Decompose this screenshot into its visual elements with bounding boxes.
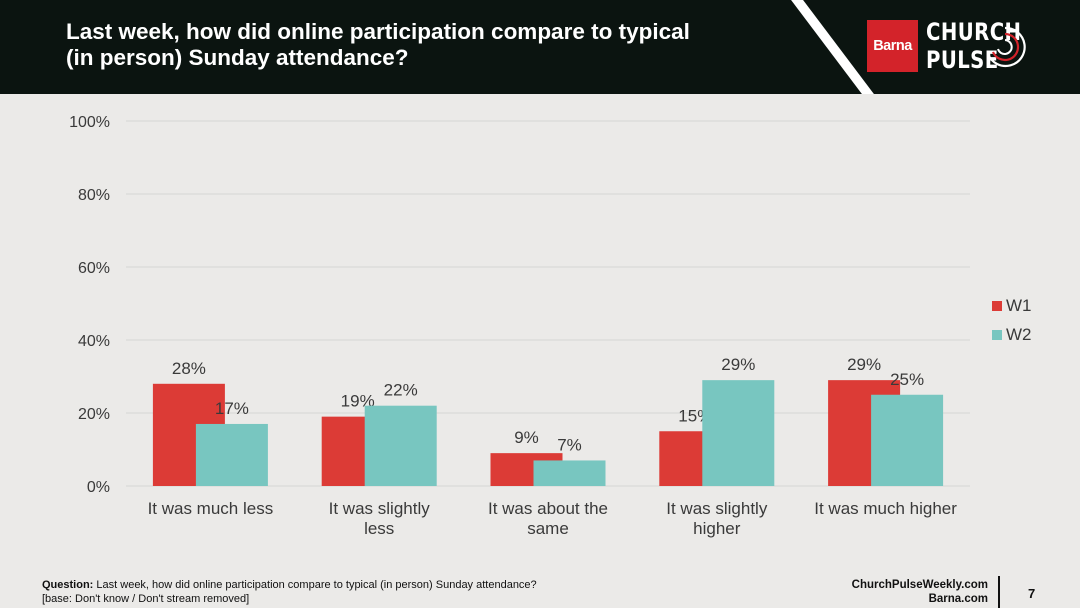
x-tick-label: It was slightly less [329, 499, 431, 538]
y-tick-label: 80% [78, 187, 110, 204]
footer-divider [998, 576, 1000, 608]
y-tick-label: 40% [78, 333, 110, 350]
data-label: 9% [514, 428, 539, 447]
data-label: 29% [847, 355, 881, 374]
link-barna[interactable]: Barna.com [928, 593, 988, 605]
x-tick-label: It was much less [148, 499, 274, 518]
legend-label-w2: W2 [1006, 325, 1032, 344]
data-label: 22% [384, 381, 418, 400]
legend-swatch-w2 [992, 330, 1002, 340]
legend-swatch-w1 [992, 301, 1002, 311]
data-label: 7% [557, 435, 582, 454]
footer: Question: Last week, how did online part… [0, 570, 1080, 608]
page-number: 7 [1028, 586, 1036, 601]
data-label: 28% [172, 359, 206, 378]
link-churchpulseweekly[interactable]: ChurchPulseWeekly.com [851, 579, 988, 591]
question-note: Question: Last week, how did online part… [42, 578, 537, 606]
bar-w2 [533, 460, 606, 486]
footer-links: ChurchPulseWeekly.com Barna.com [852, 578, 988, 606]
bar-w2 [195, 423, 268, 486]
y-tick-label: 0% [87, 479, 110, 496]
barna-logo: Barna [867, 20, 918, 72]
data-label: 29% [721, 355, 755, 374]
x-tick-label: It was slightly higher [666, 499, 768, 538]
bar-w2 [871, 394, 944, 486]
church-pulse-logo-line2: PULSE [926, 46, 999, 74]
page-title: Last week, how did online participation … [66, 19, 690, 70]
data-label: 25% [890, 370, 924, 389]
y-tick-label: 20% [78, 406, 110, 423]
bar-chart: 0% 20% 40% 60% 80% 100% 28% 17% It was much less… [69, 114, 1032, 538]
x-tick-label: It was much higher [814, 499, 957, 518]
y-tick-label: 100% [69, 114, 110, 131]
question-text: Last week, how did online participation … [96, 579, 537, 591]
pulse-swirl-icon [986, 26, 1026, 68]
chart-area: 0% 20% 40% 60% 80% 100% 28% 17% It was much less… [0, 100, 1080, 570]
y-tick-label: 60% [78, 260, 110, 277]
legend-label-w1: W1 [1006, 296, 1032, 315]
x-tick-label: It was about the same [488, 499, 608, 538]
bar-w2 [702, 380, 775, 486]
header-banner: Last week, how did online participation … [0, 0, 1080, 94]
base-note: [base: Don't know / Don't stream removed… [42, 593, 250, 605]
question-label: Question: [42, 579, 94, 591]
data-label: 17% [215, 399, 249, 418]
bar-w2 [364, 405, 437, 486]
